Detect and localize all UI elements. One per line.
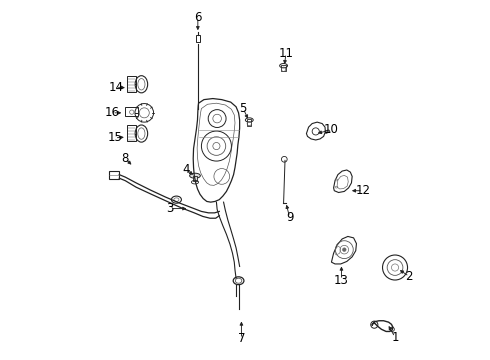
Text: 10: 10: [323, 123, 338, 136]
Bar: [193, 176, 197, 181]
Text: 14: 14: [108, 81, 123, 94]
Text: 3: 3: [166, 202, 173, 215]
Bar: [127, 76, 136, 93]
Text: 7: 7: [238, 333, 245, 346]
Text: 11: 11: [279, 47, 294, 60]
Text: 2: 2: [406, 270, 413, 283]
Text: 13: 13: [334, 274, 349, 287]
Text: 15: 15: [107, 131, 122, 144]
Bar: [281, 65, 286, 71]
Bar: [196, 35, 200, 42]
Bar: [247, 119, 251, 126]
Text: 5: 5: [240, 102, 247, 115]
Text: 8: 8: [122, 152, 129, 165]
Text: 16: 16: [104, 106, 120, 120]
Text: 12: 12: [355, 184, 370, 197]
Circle shape: [343, 248, 346, 251]
Text: 6: 6: [194, 11, 201, 24]
Bar: [127, 125, 136, 141]
Text: 4: 4: [182, 163, 190, 176]
Text: 1: 1: [392, 331, 399, 344]
Text: 9: 9: [286, 211, 294, 224]
Ellipse shape: [190, 173, 200, 178]
Bar: [125, 108, 138, 116]
Bar: [109, 171, 119, 179]
